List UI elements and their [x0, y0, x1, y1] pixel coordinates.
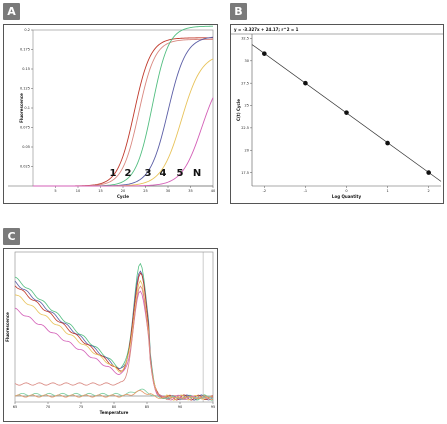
panel-c-series-line-3 [14, 272, 214, 401]
panel-c-x-tick-label: 75 [79, 405, 83, 409]
panel-b-y-axis-label: C(t) Cycle [236, 99, 241, 121]
panel-c-series-line-7 [14, 388, 214, 400]
panel-a-curve-label-1: 1 [110, 168, 117, 179]
panel-a-x-tick-label: 20 [121, 189, 125, 193]
panel-a-x-tick-label: 10 [76, 189, 80, 193]
panel-a-series-line-4 [33, 36, 214, 187]
panel-a-y-tick-label: 0.2 [24, 28, 30, 32]
panel-a-y-axis-label: Fluorescence [19, 93, 24, 123]
panel-a-curve-label-3: 3 [145, 168, 152, 179]
panel-b-y-tick-label: 22.5 [241, 126, 249, 130]
panel-a-y-tick-label: 0.025 [20, 165, 30, 169]
panel-b-x-tick-label: 2 [428, 189, 430, 193]
panel-c-x-tick-label: 65 [13, 405, 17, 409]
panel-c-badge: C [3, 228, 20, 245]
panel-a-x-tick-label: 40 [211, 189, 215, 193]
panel-b-data-point [262, 51, 267, 56]
panel-a-x-tick-label: 30 [166, 189, 170, 193]
panel-a-curve-label-4: 4 [160, 168, 167, 179]
panel-b-data-point [303, 80, 308, 86]
panel-a-curve-label-N: N [193, 168, 201, 179]
panel-a-x-axis-label: Cycle [117, 194, 129, 199]
panel-a-y-tick-label: 0.075 [20, 126, 30, 130]
panel-c-x-tick-label: 95 [211, 405, 215, 409]
panel-a-frame [3, 24, 218, 204]
panel-c-x-tick-label: 85 [145, 405, 149, 409]
panel-b-data-point [426, 170, 431, 175]
panel-c-frame [3, 248, 218, 422]
panel-a-badge: A [3, 3, 20, 20]
panel-a-x-tick-label: 5 [54, 189, 56, 193]
panel-a-y-tick-label: 0.1 [24, 106, 30, 110]
panel-c-x-tick-label: 80 [112, 405, 116, 409]
panel-b-y-tick-label: 30 [245, 59, 249, 63]
panel-b-x-tick-label: -2 [263, 189, 267, 193]
panel-c-series-line-8 [14, 390, 214, 401]
panel-b-x-tick-label: -1 [304, 189, 308, 193]
panel-b-x-tick-label: 0 [345, 189, 347, 193]
panel-b-y-tick-label: 27.5 [241, 81, 249, 85]
panel-a-x-tick-label: 15 [98, 189, 102, 193]
panel-b-y-tick-label: 25 [245, 104, 249, 108]
panel-a-series-line-1 [33, 37, 213, 187]
panel-b-x-axis-label: Log Quantity [332, 194, 362, 199]
panel-b-frame [230, 24, 444, 204]
panel-c-x-tick-label: 90 [178, 405, 182, 409]
panel-a-y-tick-label: 0.05 [22, 145, 30, 149]
panel-b-y-tick-label: 32.5 [241, 37, 249, 41]
panel-a-y-tick-label: 0.175 [20, 48, 30, 52]
panel-c-y-axis-label: Fluorescence [5, 312, 10, 342]
panel-b-y-tick-label: 17.5 [241, 171, 249, 175]
panel-b-data-point [344, 110, 349, 115]
panel-a-y-tick-label: 0.15 [22, 67, 30, 71]
panel-c-series-line-2 [14, 270, 214, 401]
panel-a-curve-label-2: 2 [125, 168, 132, 179]
panel-b-badge: B [230, 3, 247, 20]
panel-c-series-line-5 [14, 290, 214, 401]
panel-c-series-line-6 [14, 285, 214, 401]
panel-c-series-line-4 [14, 279, 214, 401]
panel-a-series-line-2 [33, 38, 213, 187]
panel-a-series-line-6 [33, 97, 214, 187]
panel-b-data-point [385, 140, 390, 146]
panel-a-curve-label-5: 5 [177, 168, 184, 179]
panel-c-series-line-1 [14, 262, 214, 401]
panel-c-x-axis-label: Temperature [100, 410, 129, 415]
panel-a-x-tick-label: 25 [143, 189, 147, 193]
panel-b-y-tick-label: 20 [245, 148, 249, 152]
panel-b-x-tick-label: 1 [386, 189, 388, 193]
panel-b-equation: y = -3.327x + 24.17; r^2 = 1 [234, 27, 299, 32]
panel-c-x-tick-label: 70 [46, 405, 50, 409]
panel-a-y-tick-label: 0.125 [20, 87, 30, 91]
panel-a-x-tick-label: 35 [188, 189, 192, 193]
